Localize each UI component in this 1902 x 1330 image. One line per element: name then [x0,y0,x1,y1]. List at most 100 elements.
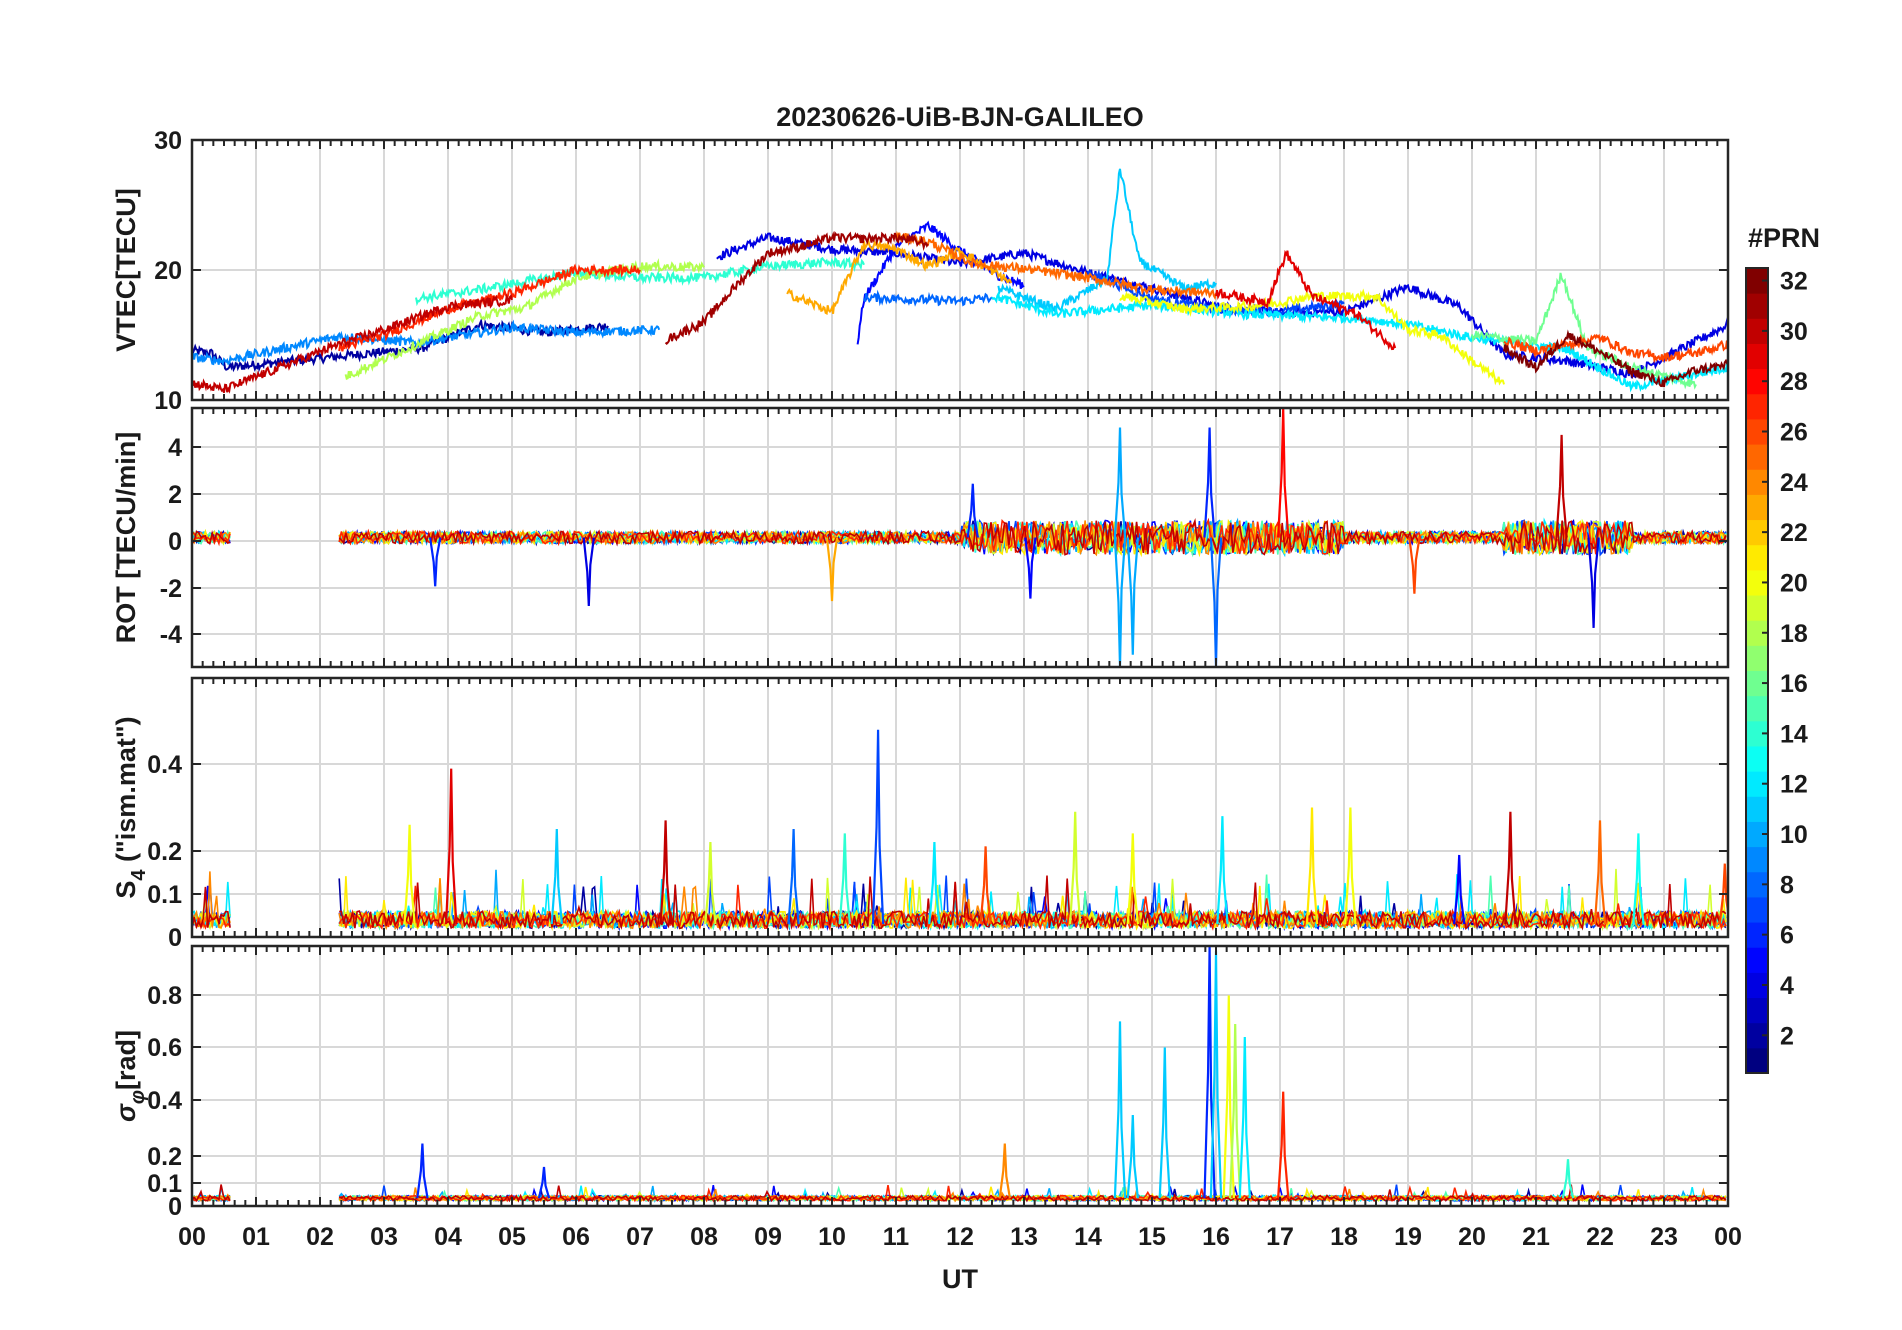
colorbar-cell [1746,821,1768,848]
rot-trace-prn-30 [338,517,1727,556]
sigma_phi-spike-prn-18 [1228,1023,1242,1199]
s4-spike-prn-30 [659,820,672,925]
y-tick-label: 4 [168,434,182,462]
rot-spike-prn-5 [1024,537,1037,599]
sigma_phi-trace-prn-30 [192,1184,231,1202]
rot-spike-prn-6 [1203,427,1216,538]
sigma_phi-spike-prn-11 [1158,1047,1172,1199]
vtec-series-prn-26 [1503,333,1728,364]
colorbar-cell [1746,519,1768,546]
colorbar-tick-label: 20 [1780,569,1808,597]
s4-spike-prn-19 [704,841,717,925]
vtec-series-prn-18 [344,258,705,381]
x-tick-label: 14 [1074,1223,1102,1251]
rot-spike-prn-4 [1587,537,1600,628]
rot-spike-prn-10 [1126,537,1140,655]
colorbar-tick-label: 22 [1780,519,1808,547]
colorbar-cell [1746,771,1768,797]
colorbar-tick-label: 4 [1780,972,1794,1000]
x-tick-label: 10 [818,1223,846,1251]
colorbar-cell [1746,368,1768,395]
x-tick-label: 09 [754,1223,782,1251]
x-tick-label: 22 [1586,1223,1614,1251]
colorbar-cell [1746,544,1768,571]
x-tick-label: 03 [370,1223,398,1251]
y-tick-label: 0.1 [147,1170,182,1198]
colorbar-cell [1746,293,1768,319]
x-tick-label: 05 [498,1223,526,1251]
x-ticks [191,408,1729,667]
y-tick-label: 0 [168,528,182,556]
vtec-series-prn-25 [895,230,1217,301]
grid [192,946,1728,1206]
colorbar-cell [1746,896,1768,923]
rot-spike-prn-10 [1113,427,1127,538]
rot-spike-prn-8 [1209,537,1223,667]
s4-trace-prn-30 [339,875,1727,931]
sigma_phi-spike-prn-11 [1126,1114,1140,1199]
x-ticks [191,678,1729,937]
x-tick-label: 18 [1330,1223,1358,1251]
colorbar-cell [1746,418,1768,445]
rot-spike-prn-6 [966,483,980,538]
sigma_phi-spike-prn-6 [416,1143,429,1199]
rot-trace-prn-30 [192,530,231,545]
x-tick-label: 01 [242,1223,270,1251]
x-tick-label: 08 [690,1223,718,1251]
y-axis: 10 20 30 [154,127,1728,415]
y-tick-label: 0.2 [147,838,182,866]
colorbar-cell [1746,1022,1768,1049]
colorbar-cell [1746,595,1768,621]
rot-spike-prn-10 [1113,537,1127,667]
rot-spike-prn-4 [582,537,596,606]
y-axis-label: VTEC[TECU] [111,188,141,352]
sigma_phi-trace-prn-30 [338,1184,1727,1203]
colorbar-cell [1746,695,1768,722]
panel-rot: -4 -2 0 2 4 ROT [TECU/min] [111,406,1730,669]
s4-spike-prn-20 [403,824,416,925]
panel-vtec: 10 20 30 VTEC[TECU] [111,127,1730,415]
x-tick-label: 17 [1266,1223,1294,1251]
s4-spike-prn-12 [1216,816,1229,925]
panel-s4: 0 0.1 0.2 0.4S4 ("ism.mat") [111,676,1730,952]
s4-spike-prn-8 [787,829,800,925]
x-tick-label: 00 [1714,1223,1742,1251]
s4-spike-prn-13 [1632,833,1645,925]
s4-spike-prn-11 [550,829,564,925]
s4-trace-prn-30 [192,886,231,930]
colorbar-tick-label: 8 [1780,871,1794,899]
colorbar-tick-label: 2 [1780,1022,1794,1050]
colorbar-cell [1746,645,1768,671]
colorbar-frame [1745,267,1769,1074]
colorbar-cell [1746,318,1768,344]
colorbar-cell [1746,1047,1768,1074]
y-tick-label: -4 [160,621,182,649]
sigma_phi-spike-prn-14 [1561,1159,1575,1199]
sigma_phi-spike-prn-24 [998,1143,1012,1199]
colorbar-cell [1746,469,1768,495]
x-tick-label: 20 [1458,1223,1486,1251]
colorbar-cell [1746,494,1768,521]
vtec-series-prn-8 [863,289,993,307]
s4-spike-prn-7 [871,729,885,925]
colorbar-cell [1746,343,1768,370]
colorbar-cell [1746,393,1768,420]
colorbar-tick-label: 28 [1780,368,1808,396]
vtec-series-prn-32 [1503,329,1728,388]
s4-spike-prn-12 [928,841,941,925]
series-group [192,408,1727,667]
y-tick-label: 10 [154,387,182,415]
y-tick-label: 0 [168,1193,182,1221]
y-tick-label: 0 [168,924,182,952]
x-axis-labels: 00 01 02 03 04 05 06 07 08 09 10 11 12 13 14 15 16 17 18 19… [178,1223,1742,1251]
sigma_phi-spike-prn-27 [1276,1091,1290,1199]
colorbar-cell [1746,796,1768,822]
s4-spike-prn-19 [1068,811,1082,925]
colorbar-cell [1746,745,1768,772]
x-tick-label: 15 [1138,1223,1166,1251]
series-group [192,946,1727,1204]
y-tick-label: 20 [154,257,182,285]
colorbar-cell [1746,997,1768,1024]
colorbar-tick-label: 26 [1780,419,1808,447]
x-tick-label: 13 [1010,1223,1038,1251]
